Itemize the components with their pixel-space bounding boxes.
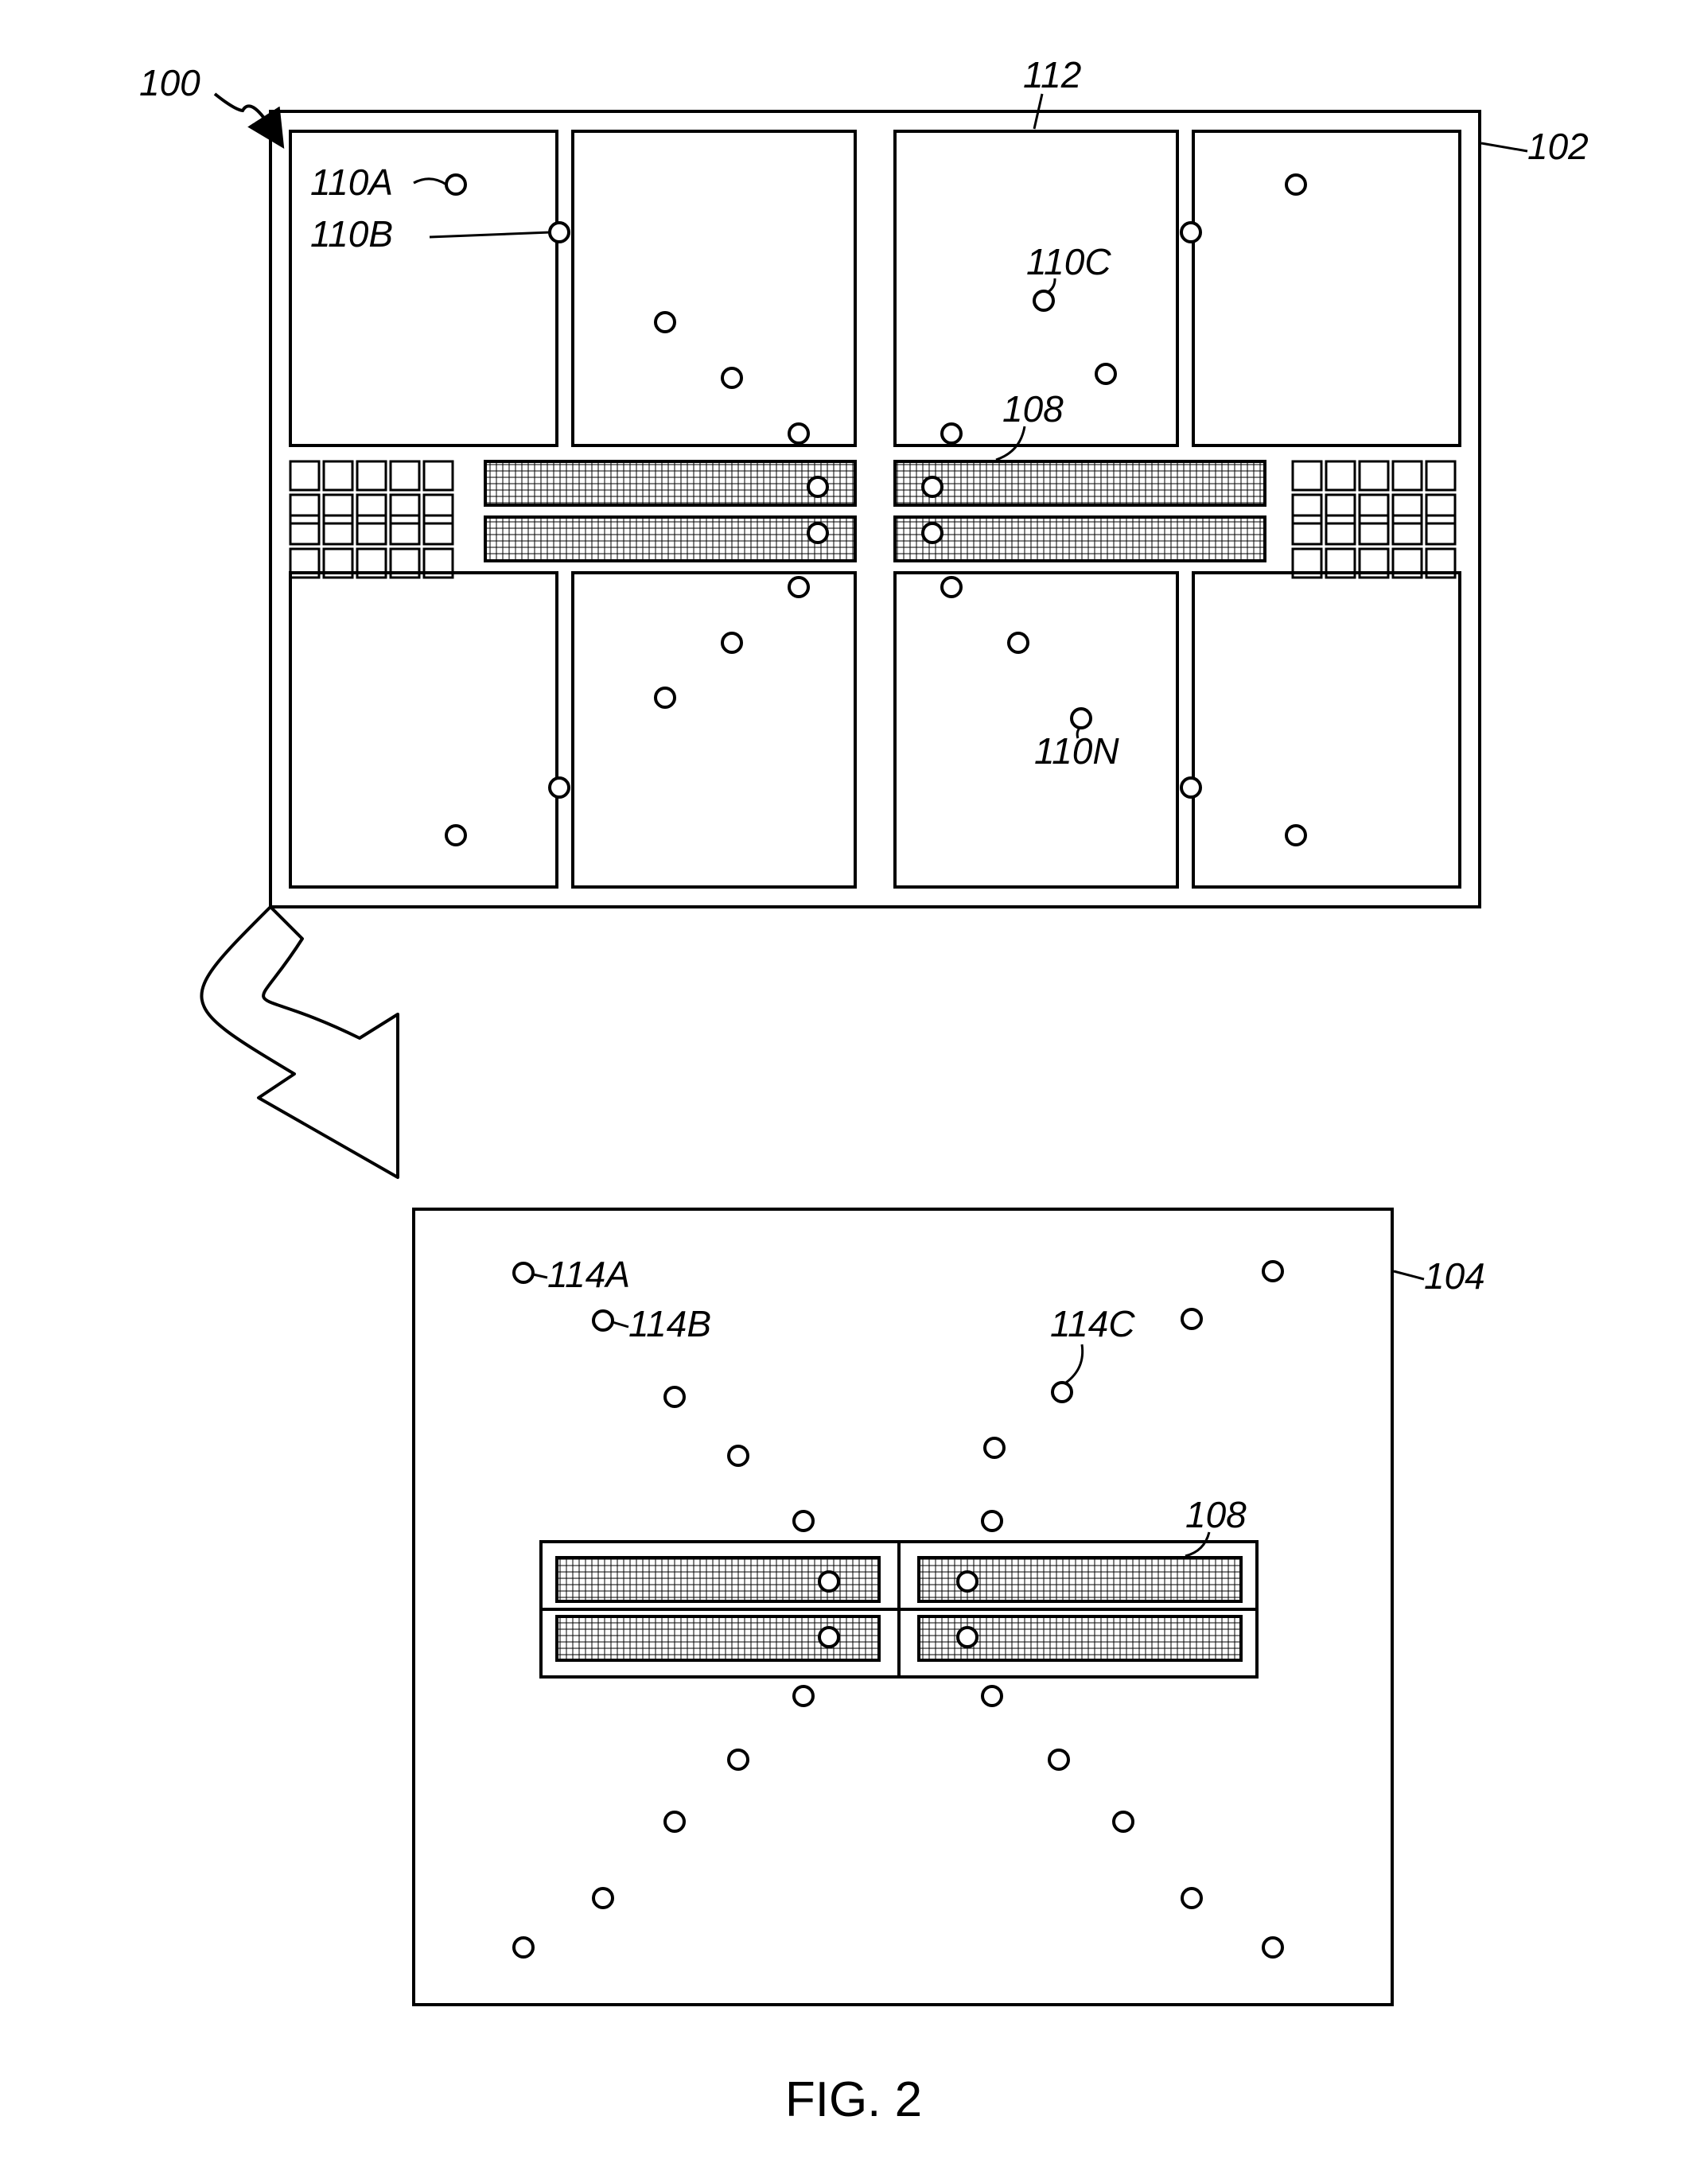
marker-dot [514, 1938, 533, 1957]
marker-dot [550, 223, 569, 242]
marker-dot [958, 1628, 977, 1647]
callout-label-102: 102 [1527, 126, 1589, 167]
marker-dot [1263, 1262, 1282, 1281]
marker-dot [446, 826, 465, 845]
callout-label-104: 104 [1424, 1255, 1485, 1297]
marker-dot [985, 1438, 1004, 1457]
marker-dot [923, 523, 942, 543]
marker-dot [1181, 223, 1200, 242]
panel-1 [573, 131, 855, 445]
marker-dot [789, 424, 808, 443]
hatched-box-top-2 [485, 517, 855, 561]
hatched-box-top-1 [895, 461, 1265, 505]
marker-dot [593, 1889, 613, 1908]
marker-dot [1263, 1938, 1282, 1957]
marker-dot [514, 1263, 533, 1282]
marker-dot [982, 1686, 1002, 1706]
marker-dot [665, 1812, 684, 1831]
leader-line [1481, 143, 1527, 151]
marker-dot [722, 368, 741, 387]
marker-dot [1096, 364, 1115, 383]
marker-dot [808, 523, 827, 543]
panel-5 [573, 573, 855, 887]
marker-dot [656, 313, 675, 332]
figure-caption: FIG. 2 [785, 2072, 922, 2127]
marker-dot [446, 175, 465, 194]
panel-7 [1193, 573, 1460, 887]
callout-label-114C: 114C [1050, 1303, 1135, 1344]
callout-label-110N: 110N [1034, 730, 1119, 772]
marker-dot [808, 477, 827, 496]
marker-dot [665, 1387, 684, 1406]
panel-3 [1193, 131, 1460, 445]
marker-dot [819, 1628, 838, 1647]
marker-dot [1049, 1750, 1068, 1769]
marker-dot [729, 1750, 748, 1769]
marker-dot [1114, 1812, 1133, 1831]
transition-arrow [201, 907, 398, 1177]
marker-dot [794, 1511, 813, 1531]
marker-dot [1182, 1889, 1201, 1908]
marker-dot [729, 1446, 748, 1465]
marker-dot [593, 1311, 613, 1330]
hatched-box-top-0 [485, 461, 855, 505]
marker-dot [819, 1572, 838, 1591]
hatched-box-top-3 [895, 517, 1265, 561]
marker-dot [789, 578, 808, 597]
marker-dot [1009, 633, 1028, 652]
bottom-outer-frame [414, 1209, 1392, 2005]
marker-dot [1052, 1383, 1072, 1402]
marker-dot [1034, 291, 1053, 310]
marker-dot [1181, 778, 1200, 797]
callout-label-114B: 114B [628, 1303, 711, 1344]
callout-label-100: 100 [139, 62, 200, 103]
panel-4 [290, 573, 557, 887]
marker-dot [794, 1686, 813, 1706]
marker-dot [982, 1511, 1002, 1531]
callout-label-112: 112 [1023, 54, 1081, 95]
marker-dot [923, 477, 942, 496]
callout-label-108b: 108 [1185, 1494, 1247, 1535]
callout-label-110C: 110C [1026, 241, 1111, 282]
marker-dot [1286, 175, 1305, 194]
marker-dot [942, 424, 961, 443]
marker-dot [1072, 709, 1091, 728]
marker-dot [1286, 826, 1305, 845]
callout-label-108: 108 [1002, 388, 1064, 430]
marker-dot [656, 688, 675, 707]
marker-dot [722, 633, 741, 652]
leader-line [215, 94, 270, 127]
marker-dot [958, 1572, 977, 1591]
callout-label-114A: 114A [547, 1254, 630, 1295]
marker-dot [1182, 1309, 1201, 1328]
callout-label-110A: 110A [310, 161, 393, 203]
marker-dot [550, 778, 569, 797]
leader-line [1394, 1271, 1424, 1279]
callout-label-110B: 110B [310, 213, 393, 255]
marker-dot [942, 578, 961, 597]
